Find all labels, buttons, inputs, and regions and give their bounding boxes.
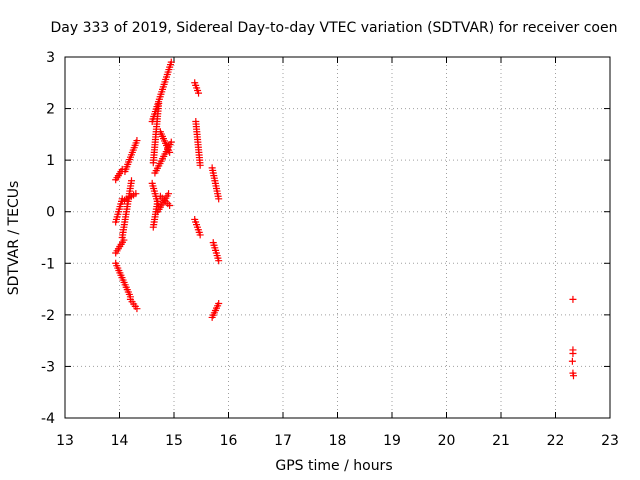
x-tick-label: 19 (383, 433, 401, 449)
data-point (133, 305, 141, 313)
x-tick-label: 22 (547, 433, 565, 449)
data-point (196, 231, 204, 239)
data-point (568, 357, 576, 365)
data-point (569, 295, 577, 303)
data-points (112, 58, 577, 380)
x-tick-label: 14 (111, 433, 129, 449)
x-tick-label: 17 (274, 433, 292, 449)
y-tick-label: 1 (46, 153, 55, 169)
y-tick-label: -1 (41, 256, 55, 272)
x-tick-label: 15 (165, 433, 183, 449)
plot-frame (64, 56, 611, 419)
y-tick-label: -2 (41, 308, 55, 324)
x-tick-label: 13 (56, 433, 74, 449)
x-axis-label: GPS time / hours (275, 458, 392, 474)
data-point (569, 372, 577, 380)
data-point (166, 202, 174, 210)
y-tick-label: 0 (46, 205, 55, 221)
data-point (196, 161, 204, 169)
data-point (132, 190, 140, 198)
data-point (215, 195, 223, 203)
x-tick-label: 16 (220, 433, 238, 449)
data-point (155, 99, 163, 107)
y-tick-label: -3 (41, 359, 55, 375)
data-point (154, 197, 162, 205)
data-point (165, 190, 173, 198)
data-point (569, 350, 577, 358)
x-tick-label: 20 (438, 433, 456, 449)
data-point (166, 148, 174, 156)
data-point (167, 138, 175, 146)
data-point (133, 137, 141, 145)
data-point (215, 257, 223, 265)
y-tick-label: 2 (46, 102, 55, 118)
data-point (167, 58, 175, 66)
grid-lines (65, 57, 610, 418)
chart-title: Day 333 of 2019, Sidereal Day-to-day VTE… (51, 20, 618, 36)
y-tick-label: 3 (46, 50, 55, 66)
y-axis-label: SDTVAR / TECUs (6, 181, 22, 296)
x-tick-label: 18 (329, 433, 347, 449)
y-tick-label: -4 (41, 411, 55, 427)
data-point (127, 177, 135, 185)
data-point (195, 89, 203, 97)
x-tick-label: 23 (601, 433, 619, 449)
data-point (215, 300, 223, 308)
x-tick-label: 21 (492, 433, 510, 449)
